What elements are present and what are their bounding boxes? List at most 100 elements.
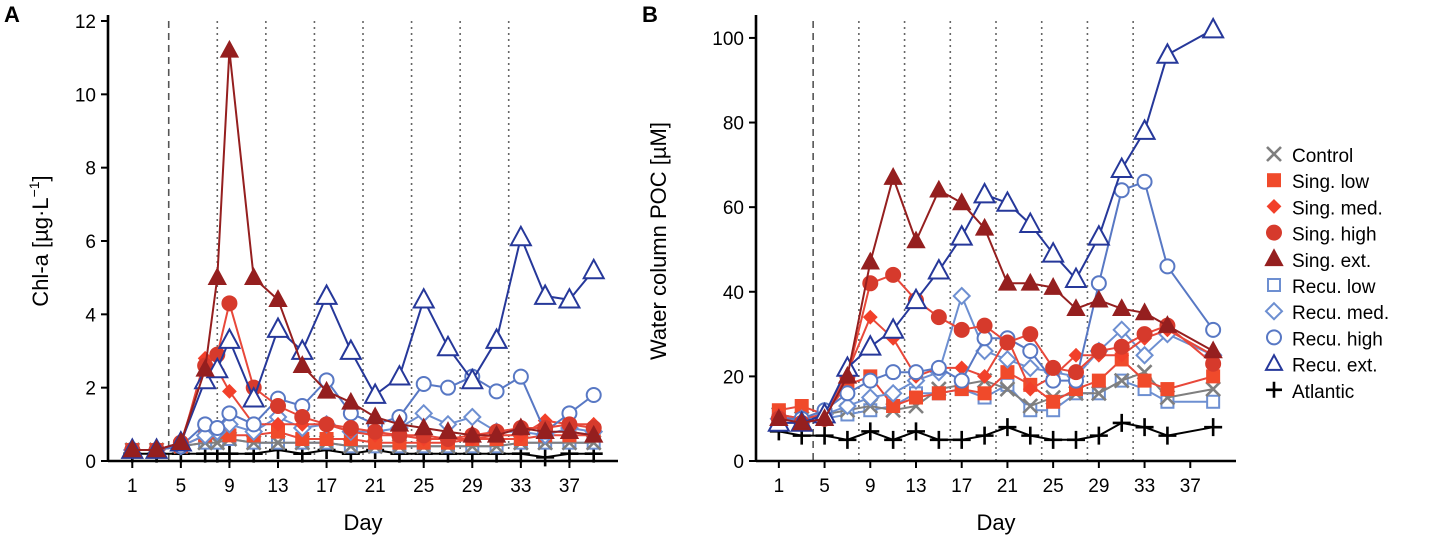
legend: Control Sing. low Sing. med. Sing. high Sing… — [1264, 146, 1389, 403]
legend-label: Sing. ext. — [1292, 251, 1371, 272]
data-point — [1022, 326, 1039, 343]
data-point — [883, 383, 903, 403]
data-point — [1112, 298, 1132, 316]
data-point — [1089, 289, 1109, 308]
legend-label: Control — [1292, 146, 1353, 167]
series-sing-ext — [122, 39, 604, 458]
data-point — [953, 372, 970, 389]
series-sing-ext — [769, 167, 1223, 431]
data-point — [1160, 382, 1175, 397]
data-point — [927, 258, 951, 280]
data-point — [930, 309, 947, 326]
data-point — [1205, 321, 1222, 338]
x-tick-label: 5 — [819, 476, 830, 497]
data-point — [1205, 355, 1222, 372]
data-point — [815, 426, 834, 445]
data-point — [1064, 266, 1088, 288]
data-point — [242, 386, 266, 408]
data-point — [462, 424, 482, 443]
panel-a: 1 5 9 13 17 21 25 29 33 37 0 2 4 6 8 10 12 Day Chl-a [µg·L… — [4, 2, 618, 535]
data-point — [972, 181, 997, 204]
data-point — [314, 283, 339, 305]
legend-item-recu-ext: Recu. ext. — [1264, 353, 1378, 377]
data-point — [1046, 394, 1061, 409]
data-point — [559, 421, 580, 439]
data-point — [389, 413, 410, 432]
legend-marker — [1266, 329, 1282, 346]
data-point — [1022, 398, 1039, 414]
series-line-atlantic — [778, 421, 1214, 441]
data-point — [1020, 272, 1040, 291]
data-point — [171, 432, 191, 450]
data-point — [511, 417, 531, 436]
data-point — [1157, 315, 1178, 333]
data-point — [1112, 320, 1132, 340]
data-point — [207, 267, 227, 285]
data-point — [952, 286, 972, 306]
data-point — [1112, 413, 1131, 432]
data-point — [222, 383, 237, 399]
data-point — [1113, 372, 1130, 389]
data-point — [415, 376, 432, 392]
y-tick-label: 4 — [85, 305, 96, 326]
x-tick-label: 25 — [413, 476, 434, 497]
legend-marker — [1264, 248, 1284, 267]
y-tick-label: 100 — [712, 29, 744, 50]
data-point — [950, 224, 974, 246]
legend-item-sing-med: Sing. med. — [1266, 198, 1383, 219]
y-tick-label: 6 — [85, 232, 96, 253]
data-point — [460, 367, 484, 390]
legend-marker — [1264, 353, 1284, 371]
data-point — [220, 444, 239, 463]
y-tick-label: 20 — [723, 367, 744, 388]
data-point — [367, 423, 384, 440]
data-point — [536, 448, 555, 467]
data-point — [1066, 298, 1086, 316]
data-point — [1134, 302, 1155, 321]
data-point — [1018, 211, 1042, 233]
y-tick-label: 40 — [723, 283, 744, 304]
data-point — [220, 414, 239, 434]
data-point — [952, 430, 971, 449]
data-point — [1110, 156, 1134, 178]
data-point — [995, 190, 1020, 212]
data-point — [339, 338, 363, 360]
legend-marker — [1266, 198, 1282, 214]
data-point — [885, 364, 902, 381]
legend-marker — [1266, 224, 1282, 241]
x-tick-label: 1 — [774, 476, 785, 497]
data-point — [509, 224, 533, 247]
legend-label: Sing. high — [1292, 225, 1377, 246]
x-tick-label: 1 — [127, 476, 138, 497]
data-point — [414, 417, 434, 436]
data-point — [1021, 426, 1040, 445]
data-point — [908, 364, 924, 381]
series-atlantic — [769, 413, 1223, 449]
legend-item-sing-low: Sing. low — [1267, 172, 1369, 193]
data-point — [839, 385, 856, 402]
data-point — [884, 430, 903, 449]
y-axis-label-bracket: ] — [28, 175, 53, 181]
data-point — [1136, 326, 1153, 343]
x-tick-label: 17 — [316, 476, 337, 497]
data-point — [838, 396, 857, 416]
data-point — [929, 430, 948, 449]
data-point — [1137, 373, 1152, 388]
data-point — [952, 192, 972, 211]
data-point — [484, 327, 509, 349]
y-axis-label: Water column POC [µM] — [646, 122, 671, 360]
data-point — [881, 317, 905, 339]
data-point — [1204, 418, 1223, 437]
data-point — [440, 379, 456, 396]
y-tick-label: 8 — [85, 159, 96, 180]
y-tick-label: 0 — [733, 452, 744, 473]
data-point — [860, 388, 880, 407]
legend-label: Recu. low — [1292, 277, 1376, 298]
x-tick-label: 13 — [905, 476, 926, 497]
data-point — [1090, 343, 1107, 359]
data-point — [998, 418, 1017, 437]
data-point — [244, 267, 264, 285]
data-point — [1091, 373, 1106, 388]
y-axis-label-exponent: −1 — [26, 181, 42, 197]
